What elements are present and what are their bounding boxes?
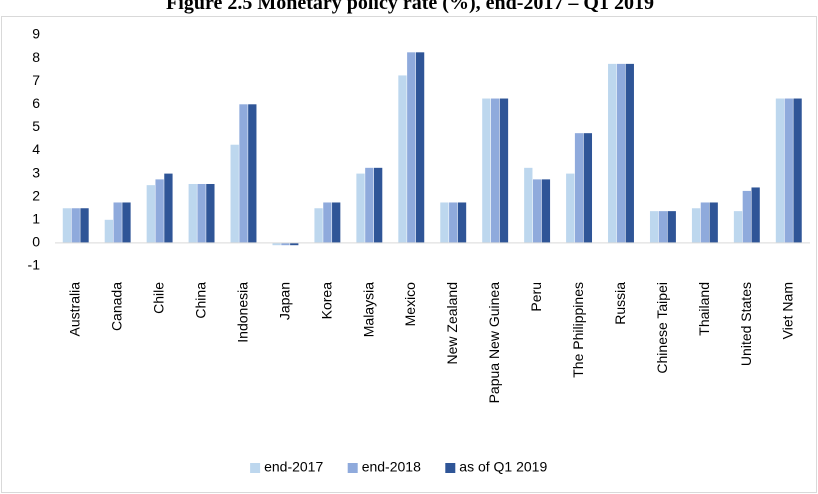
bar bbox=[742, 190, 751, 243]
bar bbox=[440, 202, 449, 243]
bar bbox=[122, 202, 131, 243]
y-tick-label: 2 bbox=[32, 187, 40, 203]
legend-swatch bbox=[347, 463, 358, 473]
bar bbox=[206, 183, 215, 243]
y-tick-label: 6 bbox=[32, 95, 40, 111]
bar bbox=[649, 211, 659, 243]
bar bbox=[566, 173, 575, 243]
y-tick-label: -1 bbox=[28, 257, 41, 273]
legend-label: end-2017 bbox=[264, 459, 323, 475]
bar bbox=[667, 211, 676, 243]
bar bbox=[541, 179, 551, 243]
bar bbox=[290, 242, 299, 246]
bar bbox=[499, 98, 509, 243]
bar bbox=[80, 208, 89, 243]
bar bbox=[398, 75, 407, 243]
bar bbox=[239, 104, 248, 243]
bar bbox=[164, 173, 173, 243]
x-tick-label: Japan bbox=[276, 282, 292, 320]
bar bbox=[314, 208, 323, 243]
x-tick-label: Canada bbox=[109, 282, 125, 331]
bar bbox=[583, 133, 593, 243]
y-tick-label: 7 bbox=[32, 72, 40, 88]
legend-swatch bbox=[250, 463, 261, 473]
bar bbox=[616, 63, 626, 243]
x-tick-label: Russia bbox=[612, 282, 628, 325]
bar bbox=[188, 183, 197, 243]
bar bbox=[524, 167, 533, 243]
bar bbox=[775, 98, 785, 243]
bar bbox=[373, 167, 383, 243]
bar bbox=[104, 219, 114, 243]
bar bbox=[113, 202, 122, 243]
bar bbox=[457, 202, 467, 243]
bar bbox=[532, 179, 542, 243]
bar bbox=[197, 183, 206, 243]
bar bbox=[415, 52, 425, 243]
y-tick-label: 5 bbox=[32, 118, 40, 134]
bar bbox=[272, 242, 281, 246]
x-tick-label: Chile bbox=[151, 282, 167, 314]
x-tick-label: China bbox=[193, 282, 209, 319]
x-tick-label: Korea bbox=[318, 282, 334, 320]
bar bbox=[146, 185, 155, 243]
bar bbox=[793, 98, 802, 243]
y-tick-label: 0 bbox=[32, 234, 40, 250]
y-tick-label: 9 bbox=[32, 26, 40, 42]
bar bbox=[248, 104, 257, 243]
x-tick-label: United States bbox=[738, 282, 754, 366]
x-tick-label: Viet Nam bbox=[780, 282, 796, 339]
bar bbox=[658, 211, 668, 243]
x-tick-label: Peru bbox=[528, 282, 544, 312]
bar bbox=[62, 208, 72, 243]
bar bbox=[574, 133, 584, 243]
x-tick-label: New Zealand bbox=[444, 282, 460, 365]
legend-label: as of Q1 2019 bbox=[459, 459, 547, 475]
chart-title: Figure 2.5 Monetary policy rate (%), end… bbox=[166, 0, 654, 14]
y-tick-label: 4 bbox=[32, 141, 40, 157]
y-tick-label: 1 bbox=[32, 211, 40, 227]
legend-label: end-2018 bbox=[362, 459, 421, 475]
x-tick-label: Chinese Taipei bbox=[654, 282, 670, 374]
bar bbox=[332, 202, 341, 243]
bar bbox=[491, 98, 500, 243]
bar bbox=[155, 179, 164, 243]
x-tick-label: Indonesia bbox=[234, 282, 250, 343]
x-tick-label: Mexico bbox=[402, 282, 418, 327]
y-tick-label: 3 bbox=[32, 164, 40, 180]
bar bbox=[608, 63, 617, 243]
bar bbox=[356, 173, 365, 243]
bar bbox=[230, 144, 239, 243]
x-tick-label: Papua New Guinea bbox=[486, 282, 502, 404]
x-tick-label: Australia bbox=[67, 282, 83, 337]
bar bbox=[323, 202, 332, 243]
bar bbox=[625, 63, 634, 243]
bar bbox=[281, 242, 290, 246]
bar bbox=[449, 202, 458, 243]
legend-swatch bbox=[445, 463, 456, 473]
bar bbox=[751, 187, 760, 243]
bar bbox=[700, 202, 710, 243]
x-tick-label: Malaysia bbox=[360, 282, 376, 337]
y-tick-label: 8 bbox=[32, 49, 40, 65]
bar bbox=[482, 98, 491, 243]
bar bbox=[71, 208, 80, 243]
bar bbox=[691, 208, 701, 243]
bar bbox=[709, 202, 718, 243]
bar bbox=[407, 52, 416, 243]
bar bbox=[365, 167, 374, 243]
bar bbox=[784, 98, 793, 243]
x-tick-label: The Philippines bbox=[570, 282, 586, 378]
x-tick-label: Thailand bbox=[696, 282, 712, 336]
bar bbox=[733, 211, 743, 243]
